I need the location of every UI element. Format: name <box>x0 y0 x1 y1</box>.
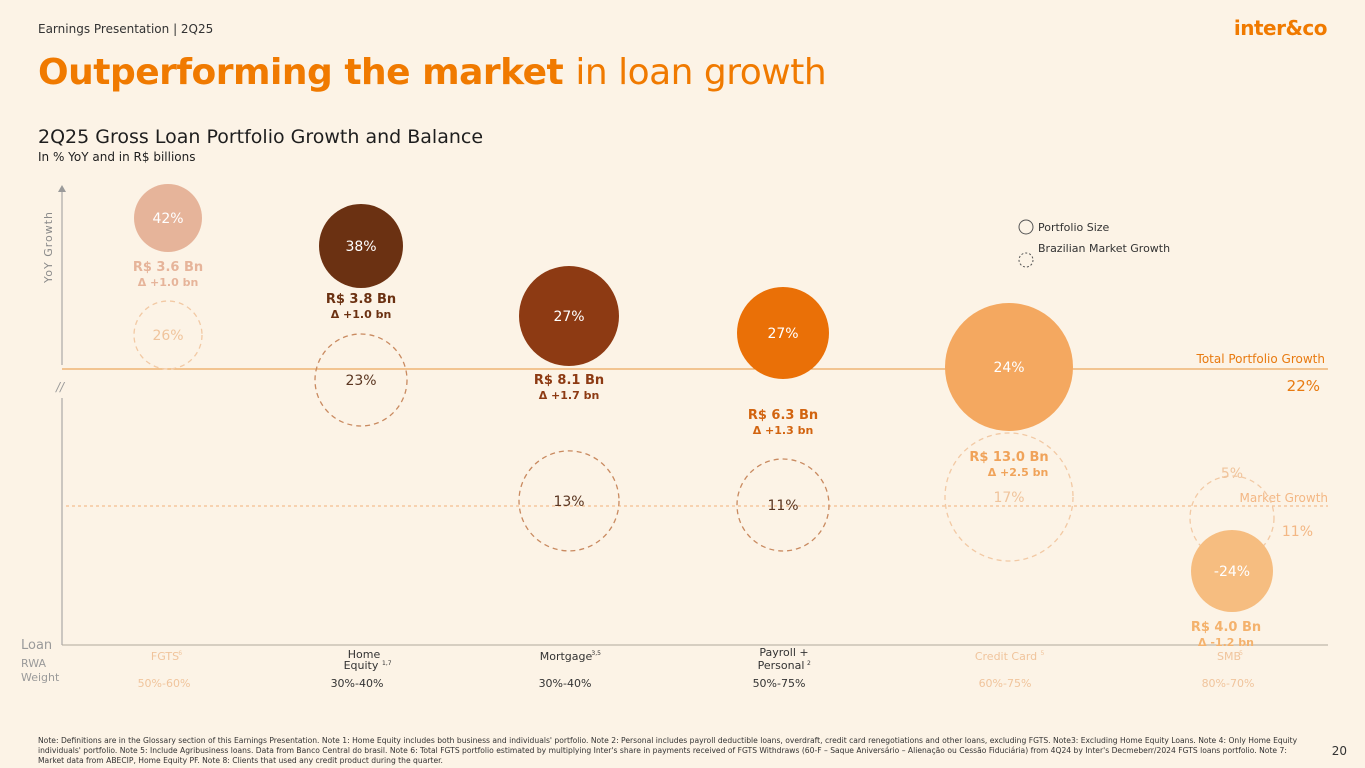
series-3-category-label-line1: Payroll + <box>759 646 808 659</box>
rwa-label-line2: Weight <box>21 671 60 684</box>
series-4-market-circle <box>944 432 1074 562</box>
series-0-market-label: 26% <box>152 328 183 344</box>
series-2-balance-label: R$ 8.1 Bn <box>534 373 604 388</box>
footnote: Note: Definitions are in the Glossary se… <box>38 736 1298 765</box>
series-3-market-label: 11% <box>767 498 798 514</box>
series-3-balance-label: R$ 6.3 Bn <box>748 408 818 423</box>
y-axis-label: YoY Growth <box>42 211 55 284</box>
series-4-delta-label: Δ +2.5 bn <box>988 466 1049 479</box>
series-5-growth-label: -24% <box>1214 564 1250 580</box>
series-1-rwa-label: 30%-40% <box>331 677 384 690</box>
series-2-market-circle <box>518 450 620 552</box>
series-0-market-circle <box>133 300 203 370</box>
chart-title: 2Q25 Gross Loan Portfolio Growth and Bal… <box>38 126 484 148</box>
series-0-category-sup: 6 <box>178 650 182 657</box>
market-growth-label: Market Growth <box>1240 491 1329 505</box>
series-3-rwa-label: 50%-75% <box>753 677 806 690</box>
series-2-market-label: 13% <box>553 494 584 510</box>
series-3-growth-label: 27% <box>767 326 798 342</box>
title-bold: Outperforming the market <box>38 52 564 93</box>
series-1-market-label: 23% <box>345 373 376 389</box>
total-growth-value: 22% <box>1287 377 1320 395</box>
legend-portfolio-size: Portfolio Size <box>1038 221 1110 234</box>
series-1-category-label-line1: Home <box>348 648 381 661</box>
series-5-category-sup: 5 <box>1239 650 1243 657</box>
series-1-bubble <box>319 204 403 288</box>
series-1-delta-label: Δ +1.0 bn <box>331 308 392 321</box>
series-5-market-label: 5% <box>1221 466 1243 482</box>
series-5-category-label: SMB <box>1217 650 1241 663</box>
series-3-bubble <box>737 287 829 379</box>
series-0-delta-label: Δ +1.0 bn <box>138 276 199 289</box>
series-2-delta-label: Δ +1.7 bn <box>539 389 600 402</box>
series-4-growth-label: 24% <box>993 360 1024 376</box>
series-1-growth-label: 38% <box>345 239 376 255</box>
series-4-category-label: Credit Card <box>975 650 1037 663</box>
series-4-category-sup: 5 <box>1041 650 1045 657</box>
rwa-label-line1: RWA <box>21 657 46 670</box>
axis-break-mark: // <box>55 380 66 394</box>
series-2-bubble <box>519 266 619 366</box>
series-4-bubble <box>945 303 1073 431</box>
series-5-bubble <box>1191 530 1273 612</box>
page-number: 20 <box>1331 744 1347 758</box>
title-light: in loan growth <box>575 52 827 93</box>
series-5-delta-label: Δ -1.2 bn <box>1198 636 1254 649</box>
series-0-bubble <box>134 184 202 252</box>
series-2-growth-label: 27% <box>553 309 584 325</box>
series-2-category-label: Mortgage <box>540 650 593 663</box>
y-axis-arrow <box>58 185 66 192</box>
x-axis-label: Loan <box>21 638 52 653</box>
market-growth-value: 11% <box>1282 524 1313 540</box>
chart-subtitle: In % YoY and in R$ billions <box>38 150 196 164</box>
series-2-category-sup: 3,5 <box>591 650 601 657</box>
series-4-balance-label: R$ 13.0 Bn <box>969 450 1048 465</box>
series-3-category-sup: 2 <box>807 660 811 667</box>
series-0-growth-label: 42% <box>152 211 183 227</box>
legend-solid-icon <box>1018 219 1034 235</box>
series-5-rwa-label: 80%-70% <box>1202 677 1255 690</box>
series-3-category-label-line2: Personal <box>758 659 805 672</box>
page-title: Outperforming the market in loan growth <box>38 52 827 93</box>
series-2-rwa-label: 30%-40% <box>539 677 592 690</box>
series-1-balance-label: R$ 3.8 Bn <box>326 292 396 307</box>
series-1-market-circle <box>314 333 408 427</box>
series-4-rwa-label: 60%-75% <box>979 677 1032 690</box>
brand-logo: inter&co <box>1233 16 1328 40</box>
series-0-category-label: FGTS <box>151 650 179 663</box>
legend-dashed-icon <box>1018 252 1034 268</box>
series-4-market-label: 17% <box>993 490 1024 506</box>
series-3-market-circle <box>736 458 830 552</box>
series-0-rwa-label: 50%-60% <box>138 677 191 690</box>
legend-market-growth: Brazilian Market Growth <box>1038 242 1170 255</box>
series-0-balance-label: R$ 3.6 Bn <box>133 260 203 275</box>
series-5-balance-label: R$ 4.0 Bn <box>1191 620 1261 635</box>
series-3-delta-label: Δ +1.3 bn <box>753 424 814 437</box>
series-1-category-sup: 1,7 <box>382 660 392 667</box>
total-growth-label: Total Portfolio Growth <box>1196 352 1325 366</box>
presentation-label: Earnings Presentation | 2Q25 <box>38 22 214 36</box>
series-1-category-label-line2: Equity <box>344 659 379 672</box>
